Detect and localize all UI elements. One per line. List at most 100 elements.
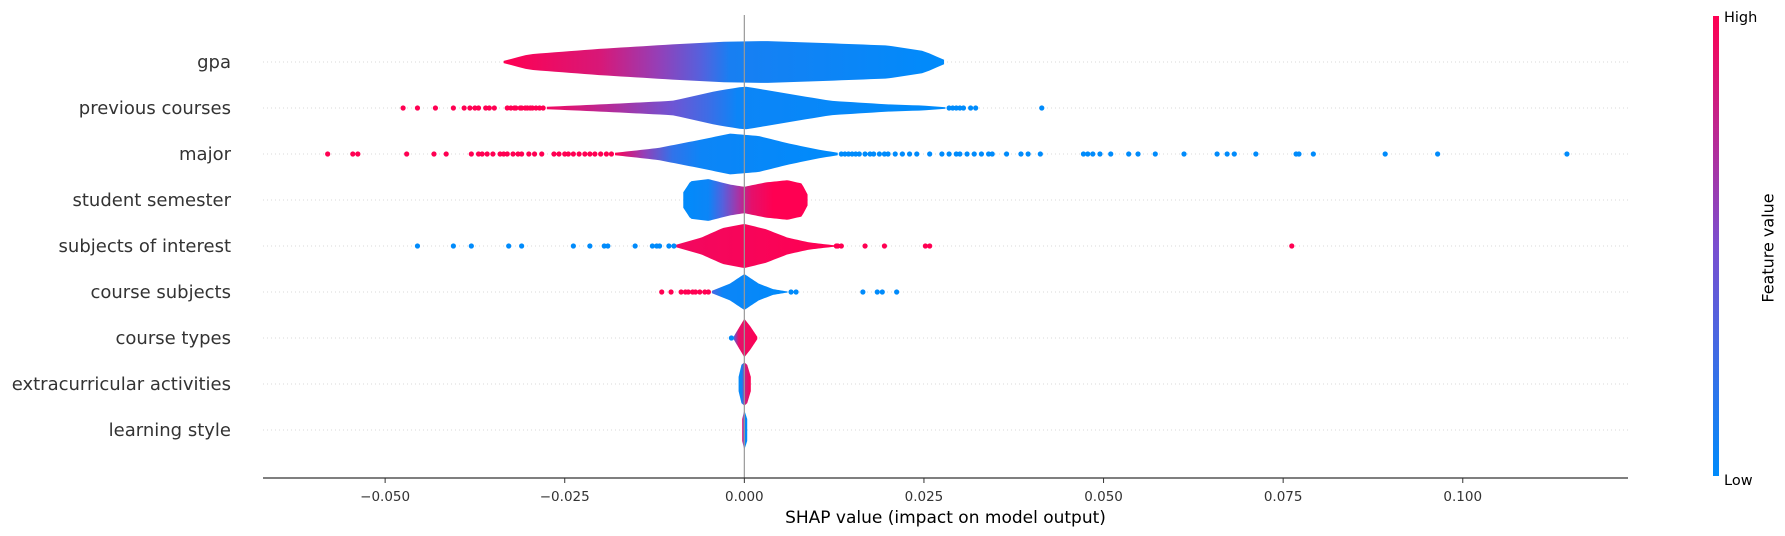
dot-previous-courses-21	[533, 105, 539, 111]
dot-major-80	[1564, 151, 1570, 157]
dot-course-subjects-14	[879, 289, 885, 295]
dot-subjects-of-interest-0	[414, 243, 421, 249]
dot-major-3	[404, 151, 410, 157]
dot-major-43	[885, 151, 891, 157]
feature-label-learning-style: learning style	[109, 420, 231, 441]
dot-major-0	[325, 151, 331, 157]
dot-major-38	[862, 151, 868, 157]
dot-major-77	[1310, 151, 1316, 157]
dot-major-56	[986, 151, 992, 157]
dot-major-33	[842, 151, 848, 157]
dot-major-61	[1037, 151, 1043, 157]
dot-major-29	[598, 151, 604, 157]
dot-previous-courses-29	[968, 105, 974, 111]
dot-major-49	[939, 151, 945, 157]
dot-subjects-of-interest-5	[570, 243, 576, 249]
dot-major-44	[892, 151, 898, 157]
dot-subjects-of-interest-9	[632, 243, 638, 249]
dot-previous-courses-31	[1039, 105, 1045, 111]
x-tick-label: 0.100	[1443, 489, 1482, 505]
dot-major-50	[946, 151, 952, 157]
feature-label-extracurricular-activities: extracurricular activities	[12, 374, 231, 395]
dot-subjects-of-interest-7	[601, 243, 607, 249]
dot-subjects-of-interest-3	[506, 243, 512, 249]
dot-course-subjects-13	[874, 289, 880, 295]
dot-course-subjects-4	[685, 289, 691, 295]
dot-major-9	[484, 151, 490, 157]
dot-major-39	[867, 151, 873, 157]
dot-major-32	[838, 151, 844, 157]
dot-major-62	[1080, 151, 1087, 157]
dot-subjects-of-interest-2	[468, 243, 474, 249]
colorbar-title: Feature value	[1759, 193, 1778, 302]
dot-major-79	[1435, 151, 1441, 157]
dot-course-subjects-8	[702, 289, 708, 295]
dot-major-71	[1214, 151, 1220, 157]
dot-major-14	[510, 151, 516, 157]
dot-major-37	[856, 151, 862, 157]
dot-major-26	[582, 151, 588, 157]
feature-label-course-types: course types	[116, 328, 231, 349]
dot-major-13	[504, 151, 510, 157]
dot-subjects-of-interest-4	[519, 243, 525, 249]
violin-student-semester	[683, 179, 808, 221]
dot-subjects-of-interest-12	[656, 243, 663, 249]
dot-major-66	[1108, 151, 1114, 157]
dot-subjects-of-interest-17	[838, 243, 844, 249]
dot-previous-courses-12	[508, 105, 514, 111]
colorbar-high-label: High	[1724, 10, 1757, 26]
dot-course-subjects-1	[668, 289, 674, 295]
dot-major-52	[957, 151, 963, 157]
dot-major-28	[592, 151, 598, 157]
x-axis-title: SHAP value (impact on model output)	[785, 508, 1106, 528]
dot-previous-courses-24	[946, 105, 952, 111]
dot-major-69	[1152, 151, 1158, 157]
dot-major-17	[526, 151, 532, 157]
colorbar-gradient	[1713, 16, 1719, 476]
feature-label-major: major	[179, 144, 232, 165]
dot-major-2	[355, 151, 361, 157]
dot-subjects-of-interest-20	[922, 243, 928, 249]
dot-major-68	[1135, 151, 1141, 157]
x-tick-label: 0.075	[1264, 489, 1303, 505]
x-tick-label: 0.050	[1084, 489, 1123, 505]
dot-major-42	[881, 151, 888, 157]
dot-major-47	[914, 151, 920, 157]
dot-course-subjects-12	[860, 289, 866, 295]
feature-labels: gpa previous courses major student semester…	[12, 52, 232, 441]
dot-subjects-of-interest-8	[605, 243, 611, 249]
dot-previous-courses-11	[504, 105, 510, 111]
dot-major-15	[515, 151, 521, 157]
dot-previous-courses-28	[960, 105, 967, 111]
dot-major-58	[1003, 151, 1010, 157]
dot-previous-courses-1	[414, 105, 421, 111]
dot-major-54	[971, 151, 977, 157]
dot-major-25	[576, 151, 582, 157]
dot-subjects-of-interest-13	[666, 243, 672, 249]
dot-previous-courses-27	[957, 105, 963, 111]
colorbar-low-label: Low	[1724, 473, 1753, 489]
feature-row-guides	[263, 61, 1628, 431]
dot-major-6	[468, 151, 474, 157]
dot-major-7	[475, 151, 482, 157]
dot-major-70	[1181, 151, 1187, 157]
outlier-dots-layer	[325, 105, 1570, 341]
dot-major-57	[989, 151, 995, 157]
x-tick-label: 0.000	[725, 489, 764, 505]
dot-major-55	[978, 151, 985, 157]
dot-previous-courses-4	[461, 105, 467, 111]
dot-previous-courses-26	[953, 105, 959, 111]
dot-major-22	[562, 151, 568, 157]
dot-major-18	[531, 151, 538, 157]
dot-subjects-of-interest-14	[671, 243, 677, 249]
dot-course-subjects-2	[678, 289, 684, 295]
dot-major-31	[608, 151, 615, 157]
violin-course-subjects	[712, 274, 788, 310]
dot-previous-courses-6	[472, 105, 478, 111]
dot-major-59	[1018, 151, 1024, 157]
x-axis-ticks: −0.050 −0.025 0.000 0.025 0.050 0.075 0.100	[360, 478, 1482, 505]
dot-major-41	[876, 151, 883, 157]
dot-major-74	[1253, 151, 1259, 157]
dot-major-76	[1296, 151, 1302, 157]
